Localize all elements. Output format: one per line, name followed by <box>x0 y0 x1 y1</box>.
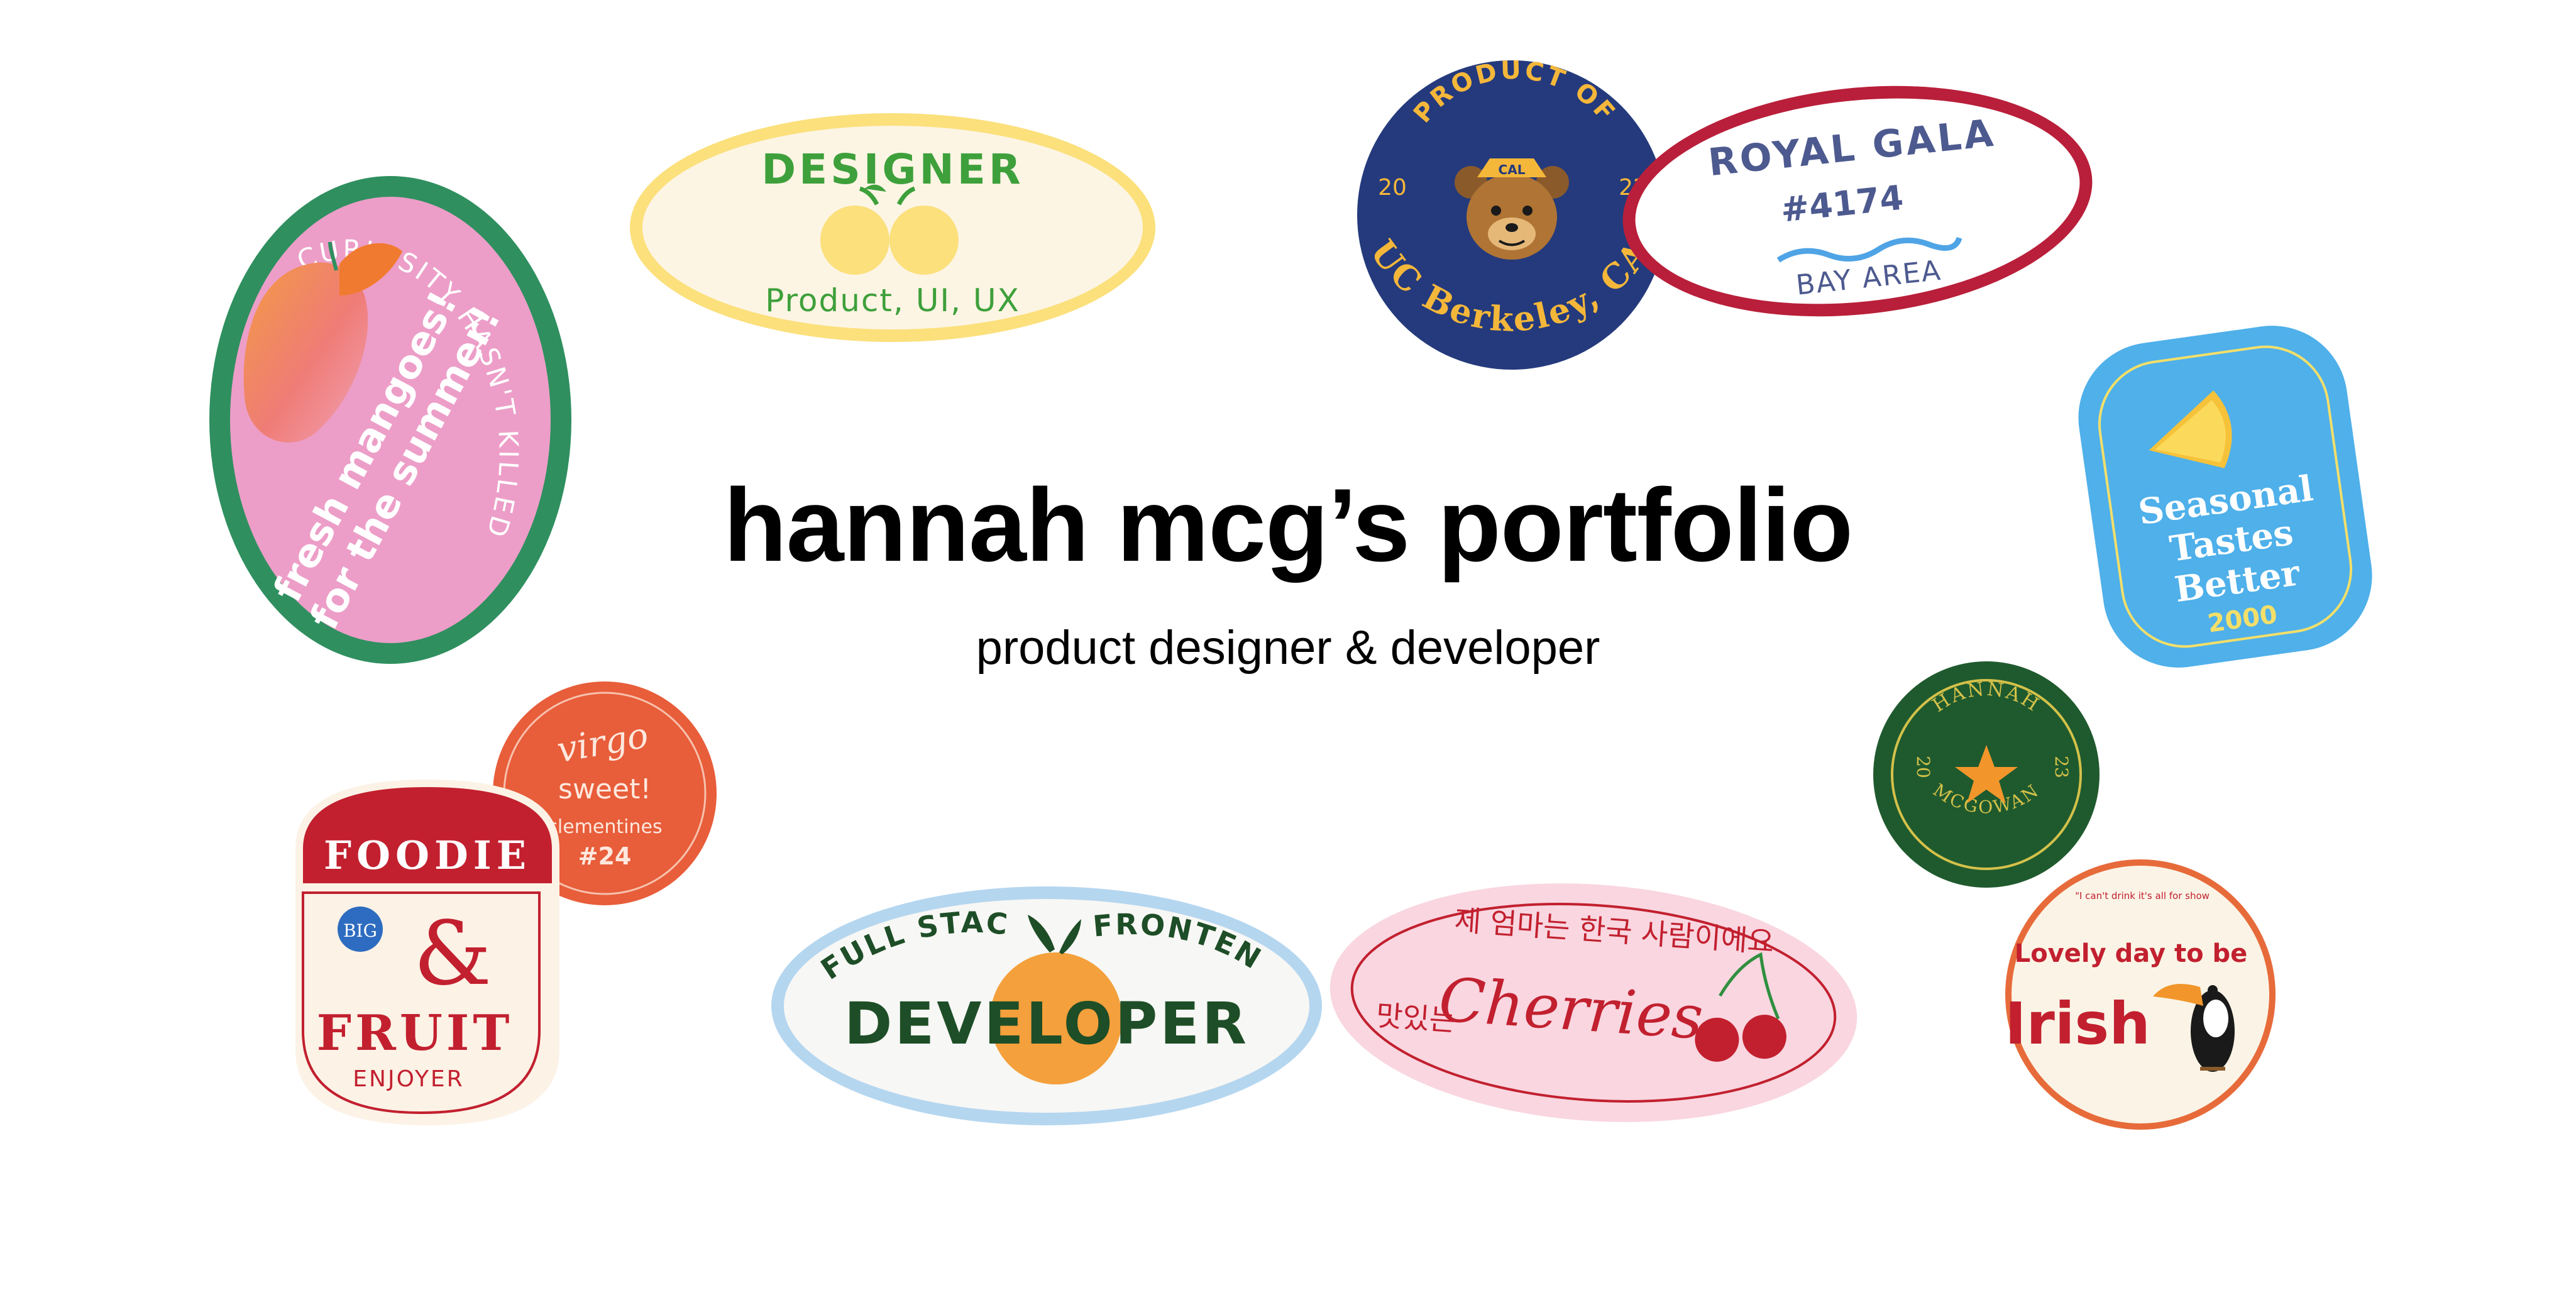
gala-sticker-face <box>1635 98 2080 304</box>
foodie-badge <box>338 907 383 952</box>
foodie-sticker[interactable]: FOODIE BIG & FRUIT ENJOYER <box>295 780 559 1125</box>
bear-hat-text: CAL <box>1499 162 1526 177</box>
hannah-year-right: 23 <box>2051 756 2072 778</box>
berkeley-year-left: 20 <box>1378 175 1407 201</box>
designer-subtitle: Product, UI, UX <box>765 282 1020 319</box>
cherries-sticker[interactable]: 제 엄마는 한국 사람이에요 맛있는 Cherries <box>1322 866 1865 1139</box>
designer-title: DESIGNER <box>761 145 1023 194</box>
foodie-bottom: ENJOYER <box>353 1066 464 1092</box>
hannah-inner-ring <box>1891 679 2082 870</box>
foodie-title: FOODIE <box>324 832 531 878</box>
irish-line1: Lovely day to be <box>2015 939 2248 968</box>
hannah-sticker[interactable]: HANNAH MCGOWAN 20 23 <box>1873 661 2100 888</box>
virgo-line4: #24 <box>578 842 632 870</box>
cherries-korean-left: 맛있는 <box>1375 998 1456 1038</box>
mango-icon <box>243 241 402 443</box>
toucan-icon <box>2153 984 2235 1072</box>
wave-icon <box>1776 236 1962 263</box>
lemons-icon <box>820 184 959 275</box>
cherries-sticker-outer <box>1329 883 1858 1122</box>
irish-line2: Irish <box>2005 990 2150 1057</box>
seasonal-sticker-face <box>2078 326 2372 668</box>
orange-slice-icon <box>2149 390 2232 468</box>
orange-icon <box>990 915 1122 1084</box>
hero: hannah mcg’s portfolio product designer … <box>0 468 2576 674</box>
foodie-badge-text: BIG <box>343 920 377 941</box>
virgo-line2: sweet! <box>558 773 651 805</box>
irish-small: "I can't drink it's all for show <box>2075 890 2210 902</box>
developer-title: DEVELOPER <box>844 990 1249 1057</box>
page-title: hannah mcg’s portfolio <box>723 467 1853 583</box>
foodie-banner <box>303 787 552 883</box>
gala-sticker[interactable]: ROYAL GALA #4174 BAY AREA <box>1611 64 2104 338</box>
foodie-inner-frame <box>302 891 541 1115</box>
cherries-icon <box>1695 952 1786 1062</box>
virgo-line3: clementines <box>547 816 662 838</box>
foodie-fruit: FRUIT <box>317 1005 514 1062</box>
bear-mascot-icon: CAL <box>1455 158 1569 260</box>
star-icon <box>1955 745 2018 803</box>
seasonal-sticker[interactable]: Seasonal Tastes Better 2000 <box>2069 316 2382 678</box>
designer-sticker[interactable]: DESIGNER Product, UI, UX <box>630 113 1155 342</box>
foodie-amp: & <box>414 903 492 1005</box>
berkeley-sticker[interactable]: PRODUCT OF UC Berkeley, CA 20 22 CAL <box>1357 56 1666 370</box>
page-subtitle: product designer & developer <box>976 620 1600 675</box>
hannah-year-left: 20 <box>1913 756 1934 778</box>
irish-sticker[interactable]: "I can't drink it's all for show Lovely … <box>2005 859 2276 1130</box>
cherries-inner-ring <box>1350 903 1837 1103</box>
seasonal-inner-border <box>2098 345 2353 648</box>
